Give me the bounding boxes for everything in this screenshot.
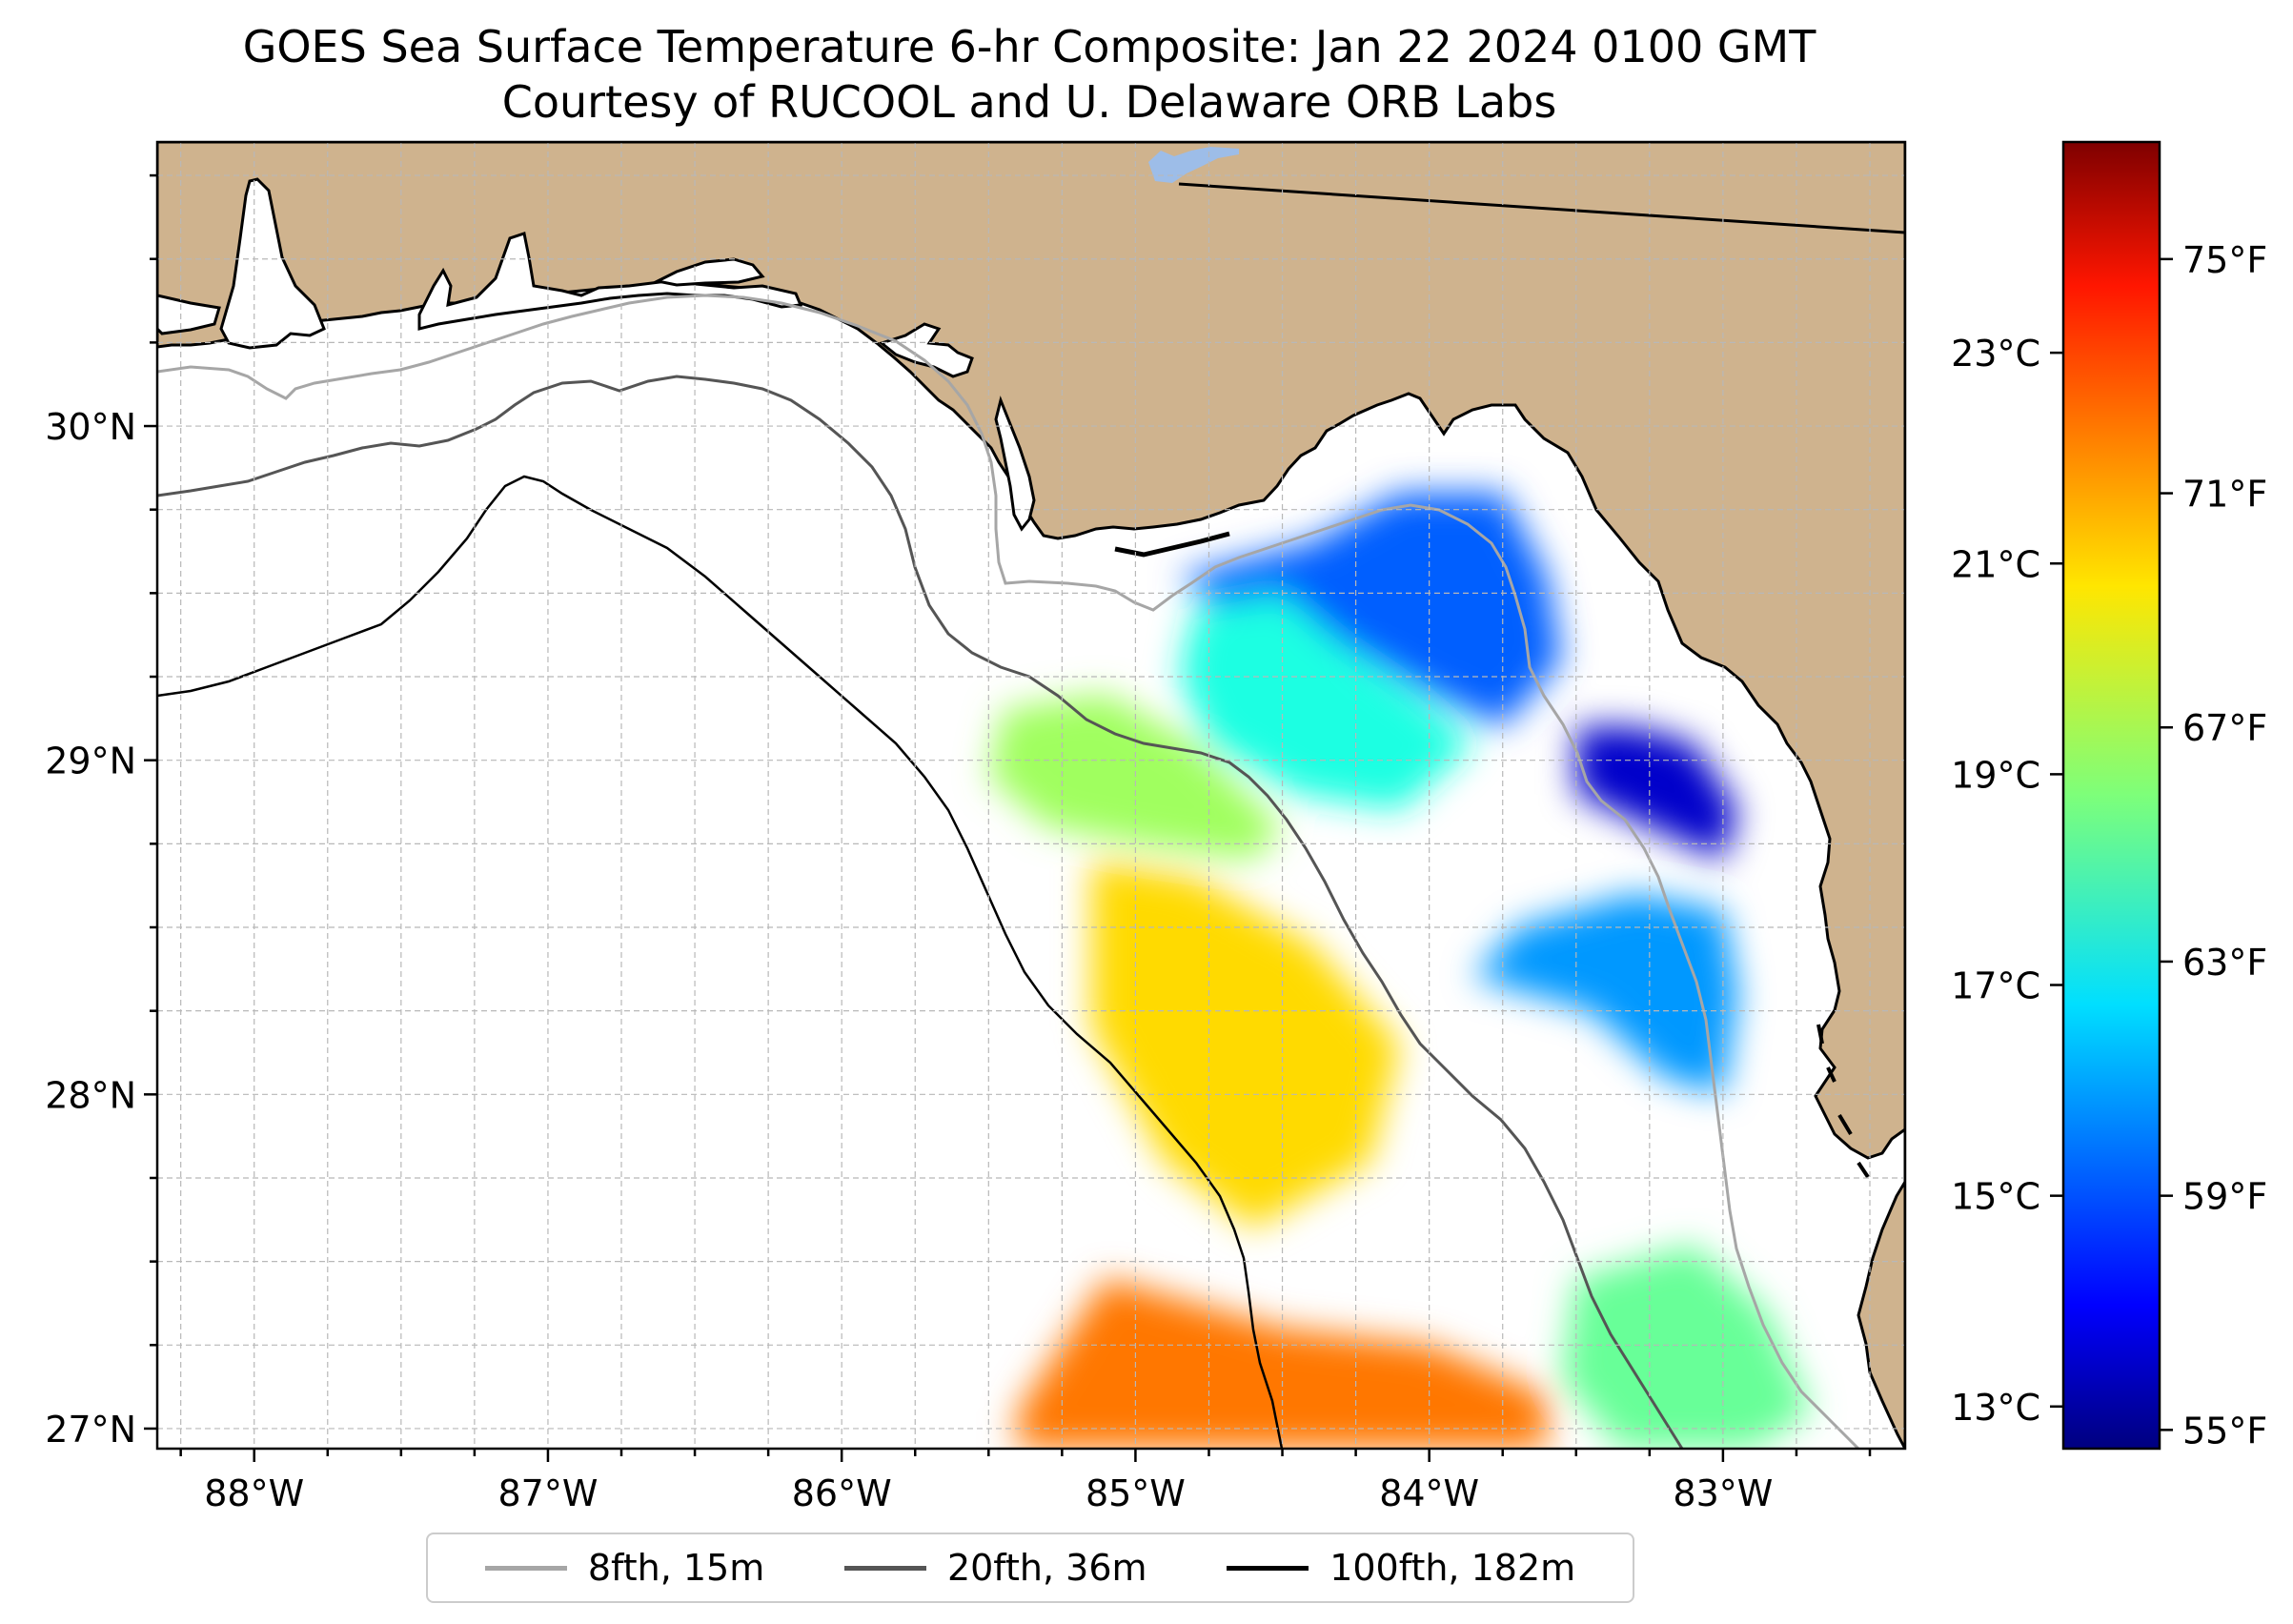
- legend-swatch-100fth: [1227, 1565, 1309, 1571]
- lon-tick-label: 87°W: [497, 1472, 598, 1514]
- colorbar-celsius-label: 23°C: [1951, 333, 2040, 375]
- legend-item-8fth: 8fth, 15m: [484, 1547, 765, 1589]
- cedar-keys: [1816, 1024, 1870, 1179]
- lon-tick-label: 83°W: [1673, 1472, 1773, 1514]
- legend-label-8fth: 8fth, 15m: [587, 1547, 765, 1589]
- colorbar-gradient: [2061, 140, 2161, 1451]
- apalachicola-bay: [994, 396, 1036, 532]
- title-line-2: Courtesy of RUCOOL and U. Delaware ORB L…: [501, 76, 1557, 128]
- legend-item-100fth: 100fth, 182m: [1227, 1547, 1575, 1589]
- contour-100fth: [157, 475, 1284, 1449]
- colorbar-celsius-label: 19°C: [1951, 754, 2040, 796]
- title-line-1: GOES Sea Surface Temperature 6-hr Compos…: [242, 21, 1816, 72]
- sst-patch-big-bend-cold: [1179, 493, 1562, 727]
- lat-tick-label: 27°N: [45, 1409, 136, 1451]
- contour-8fth: [157, 294, 1860, 1449]
- latitude-axis: 30°N 29°N 28°N 27°N: [45, 173, 157, 1451]
- sst-patch-offshore-green-south: [1561, 1245, 1812, 1449]
- colorbar-celsius-label: 15°C: [1951, 1176, 2040, 1218]
- colorbar-celsius-axis: 13°C 15°C 17°C 19°C 21°C 23°C: [1951, 333, 2063, 1429]
- longitude-axis: 88°W 87°W 86°W 85°W 84°W 83°W: [179, 1449, 1872, 1514]
- colorbar-fahrenheit-label: 75°F: [2182, 239, 2267, 281]
- sst-patch-cedar-key-blue: [1472, 893, 1738, 1095]
- lat-tick-label: 28°N: [45, 1074, 136, 1116]
- sst-data-layer: [988, 493, 1812, 1449]
- mobile-bay: [219, 177, 326, 350]
- lon-tick-label: 88°W: [204, 1472, 304, 1514]
- colorbar-fahrenheit-label: 67°F: [2182, 707, 2267, 749]
- colorbar-celsius-label: 13°C: [1951, 1387, 2040, 1429]
- choctawhatchee-bay: [653, 257, 765, 287]
- colorbar-fahrenheit-label: 59°F: [2182, 1176, 2267, 1218]
- lon-tick-label: 85°W: [1086, 1472, 1186, 1514]
- lake-seminole: [1148, 147, 1239, 183]
- legend-item-20fth: 20fth, 36m: [843, 1547, 1147, 1589]
- legend-label-20fth: 20fth, 36m: [946, 1547, 1147, 1589]
- sst-patch-apalachee-mid: [1179, 593, 1473, 811]
- legend-swatch-20fth: [843, 1565, 926, 1571]
- map-frame: [155, 140, 1907, 1451]
- legend-swatch-8fth: [484, 1565, 567, 1571]
- st-andrew-bay: [878, 322, 974, 378]
- colorbar-fahrenheit-label: 55°F: [2182, 1410, 2267, 1451]
- colorbar-fahrenheit-label: 63°F: [2182, 942, 2267, 984]
- lat-tick-label: 30°N: [45, 406, 136, 448]
- state-border: [1178, 182, 1905, 234]
- sst-patch-shelf-yellow: [1091, 860, 1400, 1228]
- lon-tick-label: 84°W: [1379, 1472, 1479, 1514]
- dog-island: [1114, 531, 1230, 558]
- legend-label-100fth: 100fth, 182m: [1329, 1547, 1576, 1589]
- gridlines: [157, 142, 1905, 1449]
- colorbar-fahrenheit-axis: 55°F 59°F 63°F 67°F 71°F 75°F: [2160, 239, 2267, 1451]
- contour-20fth: [157, 375, 1684, 1449]
- colorbar-celsius-label: 21°C: [1951, 543, 2040, 585]
- lon-tick-label: 86°W: [792, 1472, 892, 1514]
- colorbar-celsius-label: 17°C: [1951, 965, 2040, 1007]
- chart-title: GOES Sea Surface Temperature 6-hr Compos…: [152, 19, 1906, 130]
- legend: 8fth, 15m 20fth, 36m 100fth, 182m: [426, 1533, 1634, 1603]
- lat-tick-label: 29°N: [45, 741, 136, 782]
- colorbar-fahrenheit-label: 71°F: [2182, 474, 2267, 516]
